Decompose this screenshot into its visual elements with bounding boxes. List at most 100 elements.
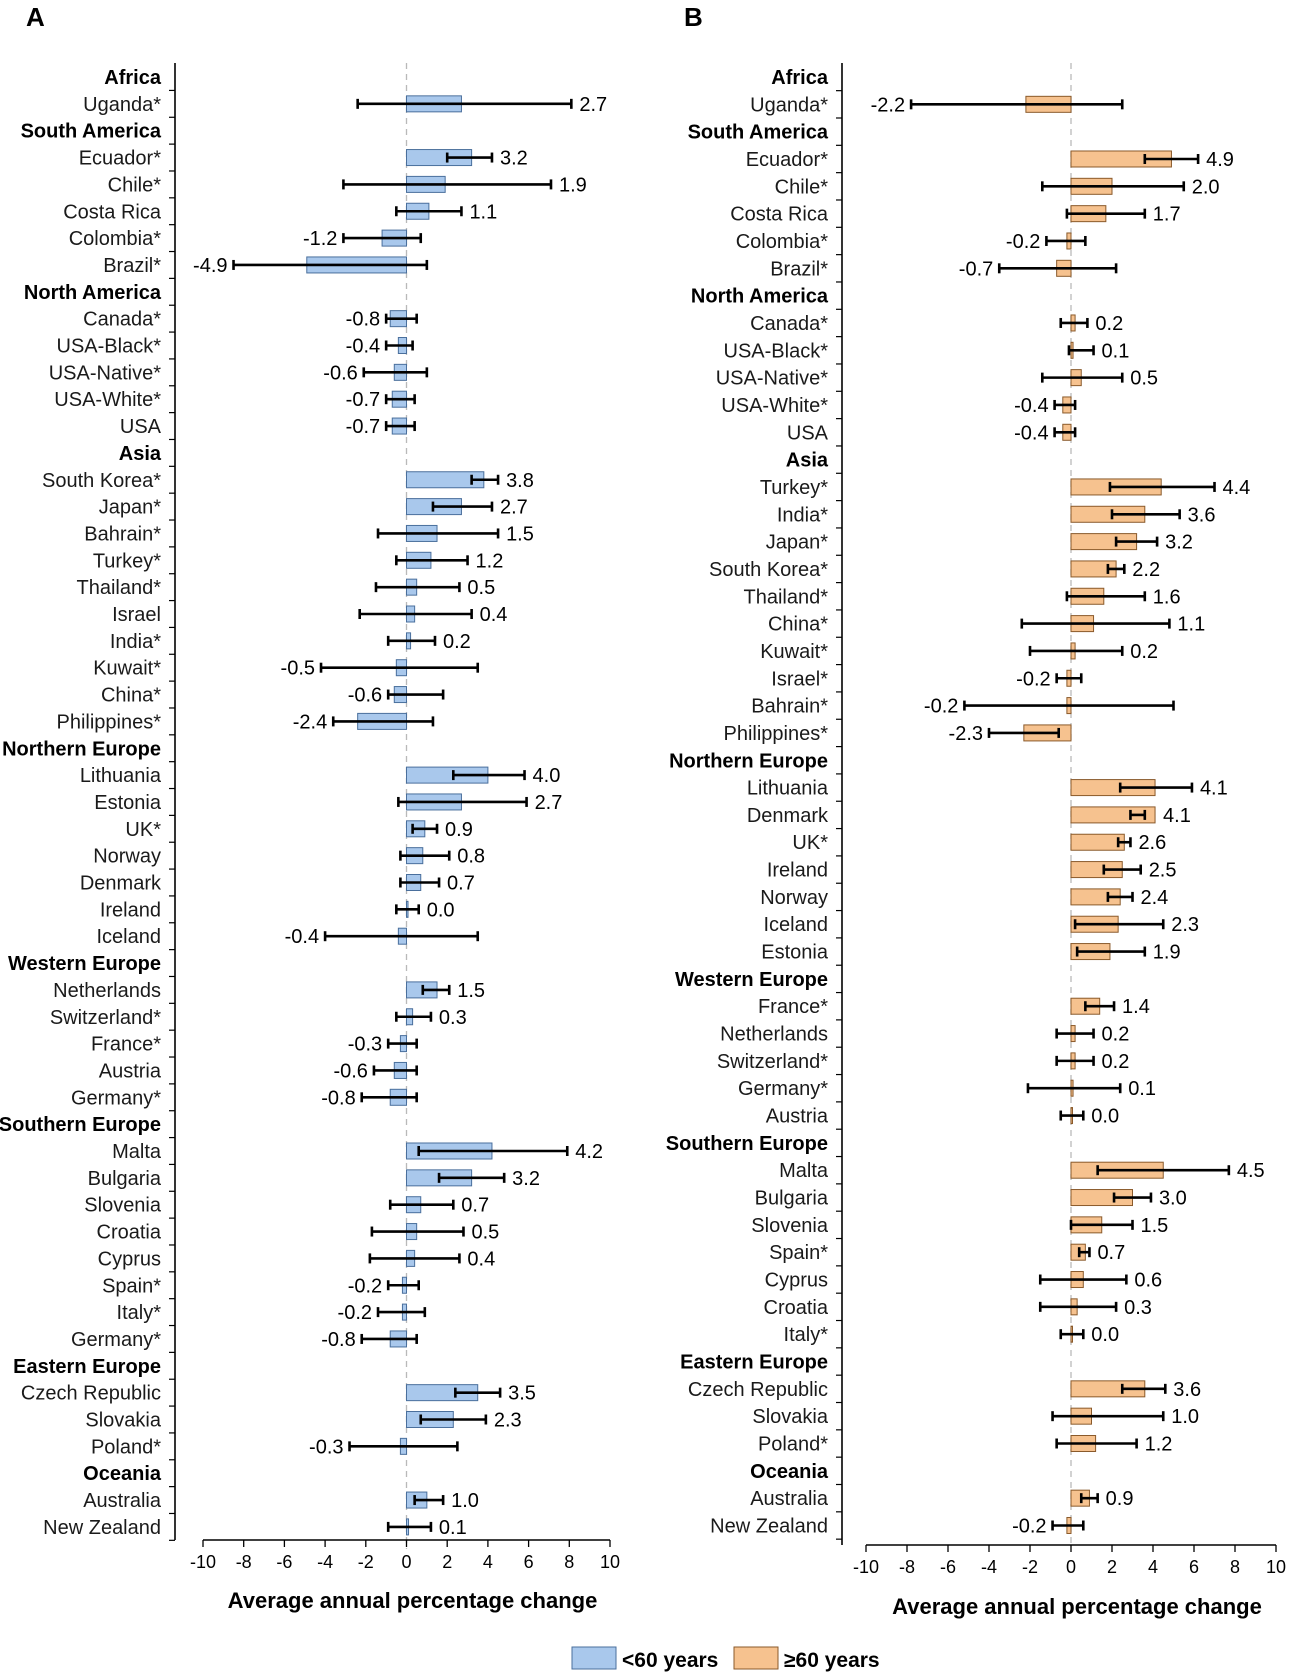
country-label: Kuwait* — [760, 641, 828, 663]
region-heading-label: South America — [688, 122, 829, 144]
region-heading-label: North America — [24, 282, 162, 304]
value-label: 1.5 — [457, 980, 485, 1002]
country-label: Ireland — [100, 899, 161, 921]
country-label: Denmark — [80, 873, 162, 895]
country-label: UK* — [792, 832, 828, 854]
value-label: 1.1 — [469, 201, 497, 223]
country-label: Estonia — [761, 942, 829, 964]
country-label: Croatia — [764, 1297, 829, 1319]
value-label: 1.2 — [1145, 1434, 1173, 1456]
value-label: 3.6 — [1173, 1379, 1201, 1401]
country-label: Poland* — [91, 1436, 161, 1458]
country-label: Netherlands — [53, 980, 161, 1002]
country-label: Australia — [83, 1490, 162, 1512]
value-label: 2.4 — [1141, 887, 1169, 909]
country-label: Italy* — [784, 1324, 829, 1346]
value-label: 0.2 — [1095, 313, 1123, 335]
region-heading-label: Eastern Europe — [680, 1352, 828, 1374]
value-label: 0.1 — [1102, 340, 1130, 362]
value-label: -0.2 — [1006, 231, 1040, 253]
country-label: Slovakia — [752, 1406, 828, 1428]
value-label: -0.3 — [348, 1034, 382, 1056]
value-label: 0.5 — [1130, 368, 1158, 390]
value-label: 2.3 — [1171, 914, 1199, 936]
value-label: 2.7 — [535, 792, 563, 814]
value-label: 0.2 — [1102, 1051, 1130, 1073]
country-label: Norway — [760, 887, 828, 909]
country-label: Croatia — [97, 1222, 162, 1244]
country-label: Kuwait* — [93, 658, 161, 680]
value-label: 0.0 — [1091, 1324, 1119, 1346]
country-label: Chile* — [775, 176, 829, 198]
country-label: India* — [110, 631, 161, 653]
value-label: 2.6 — [1138, 832, 1166, 854]
value-label: 0.0 — [1091, 1106, 1119, 1128]
country-label: Austria — [99, 1060, 162, 1082]
value-label: -0.8 — [346, 309, 380, 331]
value-label: -4.9 — [193, 255, 227, 277]
region-heading-label: Southern Europe — [0, 1114, 161, 1136]
value-label: -2.4 — [293, 711, 327, 733]
value-label: 1.1 — [1177, 614, 1205, 636]
x-tick-label: 4 — [483, 1552, 493, 1572]
value-label: 3.0 — [1159, 1188, 1187, 1210]
country-label: Japan* — [99, 497, 161, 519]
region-heading-label: North America — [691, 286, 829, 308]
country-label: Philippines* — [723, 723, 828, 745]
value-label: 4.1 — [1163, 805, 1191, 827]
country-label: Thailand* — [743, 586, 828, 608]
value-label: -0.8 — [321, 1087, 355, 1109]
legend: <60 years ≥60 years — [571, 1646, 880, 1672]
value-label: 2.2 — [1132, 559, 1160, 581]
country-label: New Zealand — [43, 1517, 161, 1539]
value-label: 0.7 — [1097, 1242, 1125, 1264]
value-label: -0.8 — [321, 1329, 355, 1351]
value-label: 2.7 — [500, 497, 528, 519]
value-label: -0.2 — [348, 1275, 382, 1297]
country-label: Spain* — [769, 1242, 828, 1264]
country-label: Switzerland* — [717, 1051, 828, 1073]
value-label: -0.4 — [285, 926, 319, 948]
country-label: China* — [101, 685, 161, 707]
value-label: 4.4 — [1223, 477, 1251, 499]
region-heading-label: Northern Europe — [2, 738, 161, 760]
region-heading-label: Southern Europe — [666, 1133, 828, 1155]
value-label: 1.5 — [1141, 1215, 1169, 1237]
value-label: 0.1 — [1128, 1078, 1156, 1100]
country-label: Netherlands — [720, 1024, 828, 1046]
value-label: 1.4 — [1122, 996, 1150, 1018]
x-tick-label: 4 — [1148, 1557, 1158, 1577]
x-tick-label: -6 — [940, 1557, 956, 1577]
country-label: Uganda* — [750, 94, 828, 116]
x-tick-label: -2 — [358, 1552, 374, 1572]
country-label: Colombia* — [736, 231, 828, 253]
value-label: 0.8 — [457, 846, 485, 868]
value-label: 0.2 — [1130, 641, 1158, 663]
country-label: Poland* — [758, 1434, 828, 1456]
value-label: 1.9 — [1153, 942, 1181, 964]
country-label: Italy* — [117, 1302, 162, 1324]
country-label: USA-Native* — [49, 362, 161, 384]
value-label: 1.6 — [1153, 586, 1181, 608]
x-axis-title: Average annual percentage change — [892, 1594, 1262, 1619]
panel-a-letter: A — [26, 2, 45, 32]
value-label: 0.3 — [439, 1007, 467, 1029]
country-label: Cyprus — [765, 1270, 828, 1292]
x-tick-label: 0 — [1066, 1557, 1076, 1577]
x-tick-label: -6 — [276, 1552, 292, 1572]
country-label: Lithuania — [747, 778, 829, 800]
country-label: USA-White* — [54, 389, 161, 411]
x-tick-label: 6 — [1189, 1557, 1199, 1577]
value-label: 0.1 — [439, 1517, 467, 1539]
x-tick-label: 2 — [1107, 1557, 1117, 1577]
country-label: Ireland — [767, 860, 828, 882]
country-label: Germany* — [71, 1087, 161, 1109]
value-label: -0.3 — [309, 1436, 343, 1458]
country-label: USA-Native* — [716, 368, 828, 390]
value-label: 4.1 — [1200, 778, 1228, 800]
country-label: France* — [91, 1034, 161, 1056]
country-label: Chile* — [108, 174, 162, 196]
country-label: Canada* — [750, 313, 828, 335]
country-label: New Zealand — [710, 1515, 828, 1537]
